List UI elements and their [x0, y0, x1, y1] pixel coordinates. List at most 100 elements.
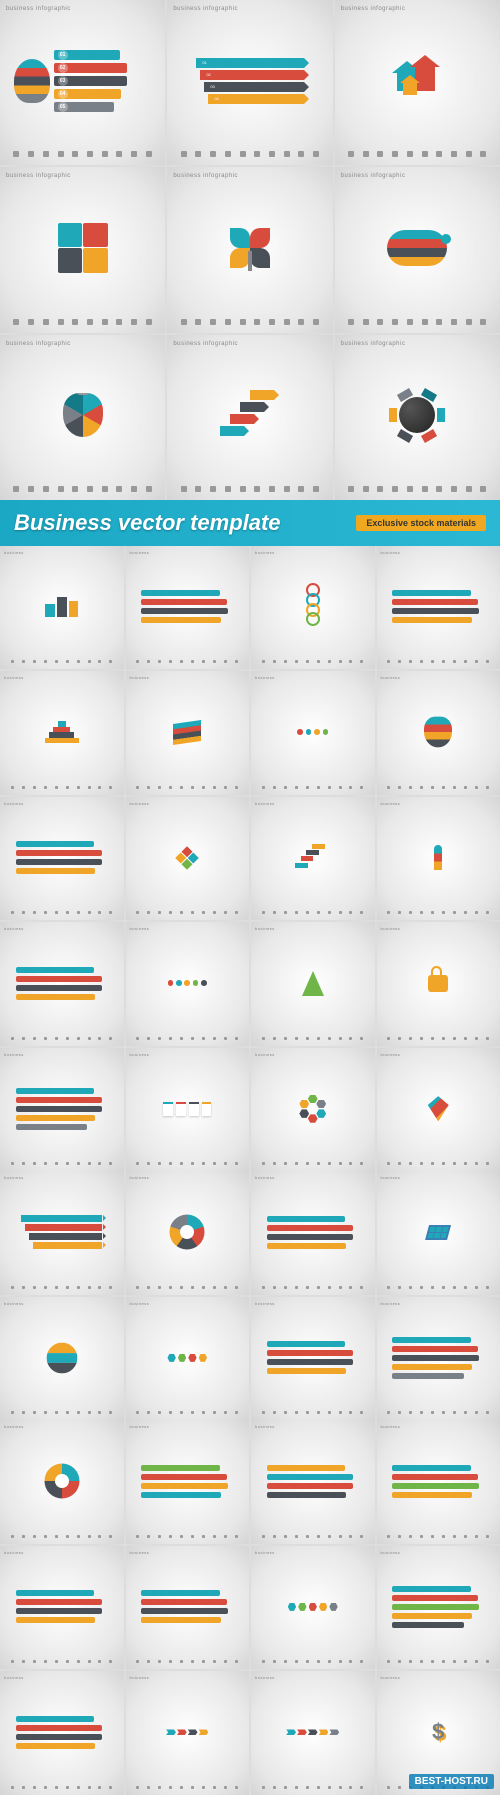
mini-icon: [44, 1411, 47, 1414]
infographic-thumb: business: [0, 671, 124, 795]
mini-icon: [136, 1535, 139, 1538]
mini-icon: [387, 1535, 390, 1538]
mini-icon: [317, 1162, 320, 1165]
mini-icon: [13, 151, 19, 157]
mini-icon: [33, 911, 36, 914]
mini-icon: [98, 1162, 101, 1165]
icon-row: [4, 1658, 120, 1665]
bar-item: [267, 1350, 353, 1356]
arrow-strip: [286, 1729, 339, 1735]
mini-icon: [298, 151, 304, 157]
mini-icon: [409, 1660, 412, 1663]
sphere: [46, 1342, 77, 1373]
infographic-thumb: business: [0, 1420, 124, 1544]
mini-icon: [262, 1535, 265, 1538]
mini-icon: [131, 151, 137, 157]
bar-item: [392, 1346, 478, 1352]
infographic-thumb: business infographic: [335, 0, 500, 165]
mini-icon: [420, 786, 423, 789]
mini-icon: [317, 1411, 320, 1414]
mini-icon: [360, 1535, 363, 1538]
mini-icon: [284, 786, 287, 789]
mini-icon: [409, 1411, 412, 1414]
mini-icon: [284, 1286, 287, 1289]
mini-icon: [466, 486, 472, 492]
mini-icon: [436, 319, 442, 325]
mini-icon: [11, 1286, 14, 1289]
mini-icon: [77, 1786, 80, 1789]
mini-icon: [109, 660, 112, 663]
mini-icon: [191, 786, 194, 789]
mini-icon: [407, 319, 413, 325]
mini-icon: [284, 486, 290, 492]
mini-icon: [480, 151, 486, 157]
mini-icon: [262, 786, 265, 789]
mini-icon: [475, 1660, 478, 1663]
thumb-body: $: [381, 1680, 497, 1784]
mini-icon: [306, 1411, 309, 1414]
mini-icon: [464, 660, 467, 663]
mini-icon: [398, 1286, 401, 1289]
bars: [392, 1586, 484, 1628]
thumb-body: [255, 1429, 371, 1533]
mini-icon: [273, 1660, 276, 1663]
mini-icon: [22, 1660, 25, 1663]
mini-icon: [475, 1037, 478, 1040]
bar-item: [141, 1483, 228, 1489]
mini-icon: [284, 319, 290, 325]
mini-icon: [55, 1162, 58, 1165]
mini-icon: [202, 1037, 205, 1040]
month-row: [167, 1354, 207, 1362]
arrow-num: 03: [210, 84, 214, 89]
mini-icon: [262, 660, 265, 663]
thumb-body: [4, 806, 120, 910]
mini-icon: [131, 486, 137, 492]
mini-icon: [169, 1286, 172, 1289]
mini-icon: [28, 486, 34, 492]
mini-icon: [158, 911, 161, 914]
bar-item: [392, 1492, 472, 1498]
mini-icon: [284, 1535, 287, 1538]
mini-icon: [224, 1286, 227, 1289]
bar-item: 02: [54, 63, 127, 73]
timeline-dot: [297, 729, 303, 735]
mini-icon: [254, 151, 260, 157]
thumb-body: [255, 1555, 371, 1659]
mini-icon: [475, 911, 478, 914]
puzzle-piece: [58, 223, 83, 248]
bar-item: [16, 1617, 96, 1623]
mini-icon: [328, 1286, 331, 1289]
mini-icon: [451, 319, 457, 325]
houses: [392, 61, 442, 101]
mini-icon: [431, 1411, 434, 1414]
icon-row: [255, 784, 371, 791]
icon-row: [4, 658, 120, 665]
mini-icon: [464, 1411, 467, 1414]
mini-icon: [348, 151, 354, 157]
mini-icon: [13, 319, 19, 325]
mini-icon: [431, 1037, 434, 1040]
chevron: [188, 1729, 198, 1735]
mini-icon: [306, 1660, 309, 1663]
mini-icon: [147, 1660, 150, 1663]
mini-icon: [295, 1286, 298, 1289]
mini-icon: [387, 1286, 390, 1289]
mini-icon: [262, 1037, 265, 1040]
mini-icon: [235, 1037, 238, 1040]
infographic-thumb: business: [377, 1297, 500, 1421]
icon-row: [6, 317, 159, 327]
mini-icon: [486, 1286, 489, 1289]
icon-row: [4, 1533, 120, 1540]
bar-item: [141, 1465, 220, 1471]
mini-icon: [284, 911, 287, 914]
podium: [45, 597, 78, 617]
mini-icon: [109, 911, 112, 914]
mini-icon: [422, 486, 428, 492]
mini-icon: [235, 1535, 238, 1538]
infographic-thumb: business: [251, 1048, 375, 1172]
timeline: [168, 980, 207, 986]
mini-icon: [475, 1162, 478, 1165]
icon-row: [381, 1284, 497, 1291]
mini-icon: [136, 786, 139, 789]
mini-icon: [409, 911, 412, 914]
